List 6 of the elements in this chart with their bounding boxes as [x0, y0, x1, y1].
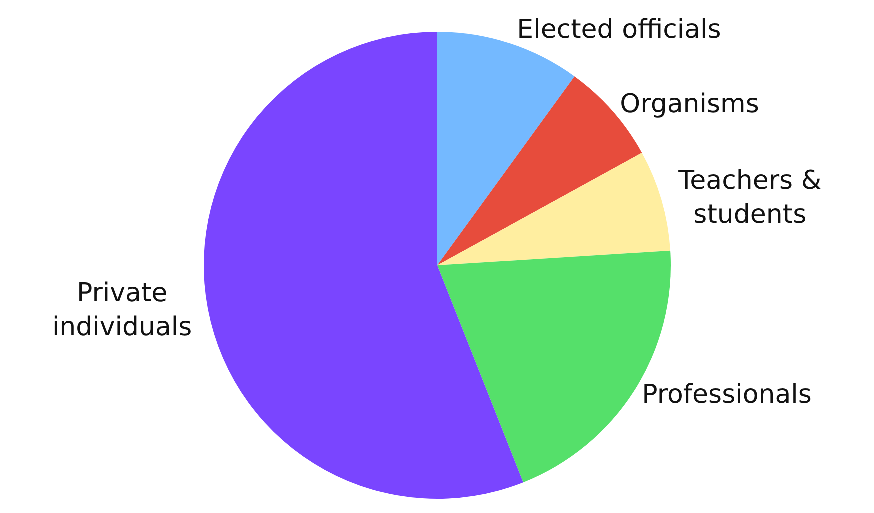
slice-label: Teachers & students [678, 166, 822, 230]
slice-label: Private individuals [52, 278, 192, 342]
slice-label: Organisms [620, 90, 760, 120]
pie-slice [438, 153, 671, 266]
slice-label: Elected officials [517, 14, 722, 45]
slice-label: Professionals [642, 380, 812, 410]
